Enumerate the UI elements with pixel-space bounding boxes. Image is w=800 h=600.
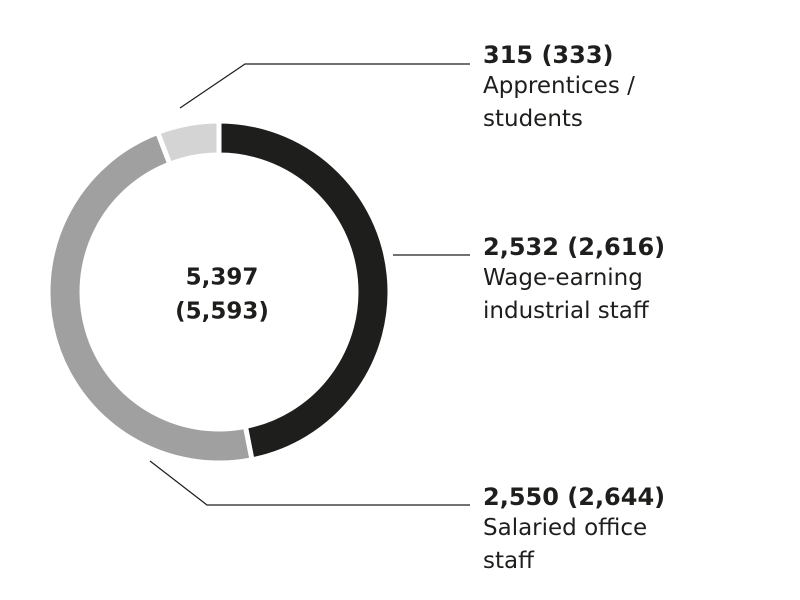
center-previous: (5,593) bbox=[175, 299, 269, 325]
label-group: 2,550 (2,644) Salaried office staff bbox=[483, 482, 698, 578]
donut-segment bbox=[216, 118, 393, 463]
leader-line bbox=[149, 460, 470, 506]
center-total: 5,397 bbox=[186, 265, 259, 291]
label-group: 2,532 (2,616) Wage-earning industrial st… bbox=[483, 232, 698, 328]
donut-segment bbox=[45, 129, 255, 466]
category-label: Salaried office staff bbox=[483, 515, 648, 574]
category-label: Apprentices / students bbox=[483, 73, 635, 132]
value-label: 2,532 (2,616) bbox=[483, 233, 666, 261]
value-label: 315 (333) bbox=[483, 41, 614, 69]
donut-segment bbox=[154, 118, 222, 168]
label-group: 315 (333) Apprentices / students bbox=[483, 40, 698, 136]
category-label: Wage-earning industrial staff bbox=[483, 265, 649, 324]
value-label: 2,550 (2,644) bbox=[483, 483, 666, 511]
donut bbox=[45, 118, 393, 466]
leader-line bbox=[179, 63, 470, 109]
